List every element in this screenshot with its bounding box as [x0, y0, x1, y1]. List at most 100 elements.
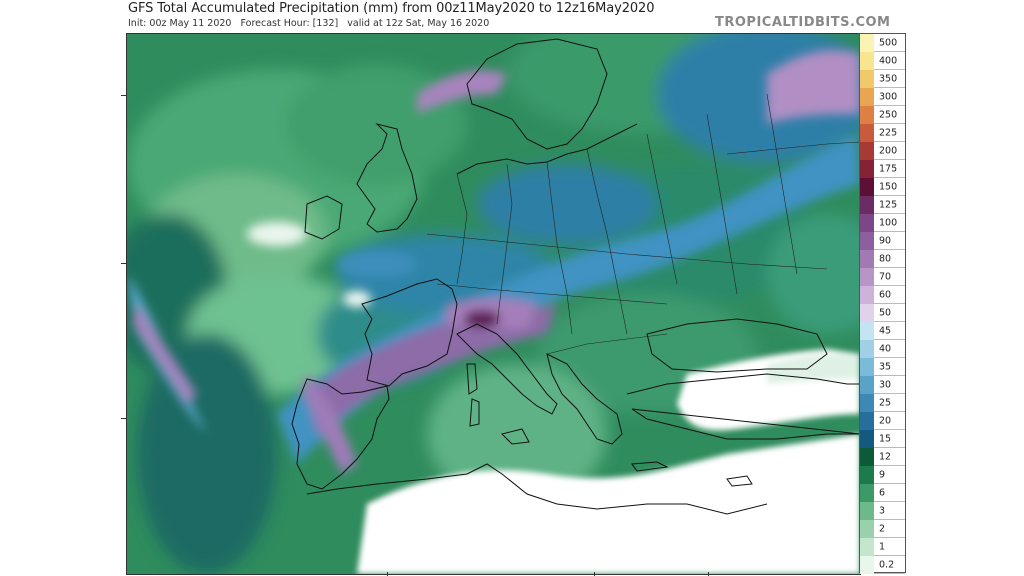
colorbar-divider [874, 177, 905, 178]
colorbar-swatch [860, 106, 874, 124]
colorbar-swatch [860, 250, 874, 268]
country-borders [426, 93, 860, 355]
colorbar-divider [874, 51, 905, 52]
colorbar-swatch [860, 52, 874, 70]
colorbar-label: 9 [879, 469, 886, 481]
colorbar-level: 3 [860, 502, 905, 520]
colorbar-swatch [860, 376, 874, 394]
colorbar-level: 9 [860, 466, 905, 484]
colorbar-divider [874, 195, 905, 196]
colorbar-level: 15 [860, 430, 905, 448]
chart-subtitle: Init: 00z May 11 2020 Forecast Hour: [13… [128, 18, 490, 29]
axis-tick [121, 418, 126, 419]
colorbar-label: 12 [879, 451, 892, 463]
colorbar-swatch [860, 340, 874, 358]
axis-tick [594, 572, 595, 576]
brand-watermark: TROPICALTIDBITS.COM [715, 15, 891, 30]
chart-title: GFS Total Accumulated Precipitation (mm)… [128, 1, 655, 16]
colorbar-divider [874, 159, 905, 160]
colorbar-divider [874, 339, 905, 340]
colorbar-divider [874, 231, 905, 232]
colorbar-swatch [860, 214, 874, 232]
colorbar-swatch [860, 502, 874, 520]
colorbar-swatch [860, 70, 874, 88]
colorbar-level: 200 [860, 142, 905, 160]
colorbar-level: 100 [860, 214, 905, 232]
colorbar-legend: 500 400 350 300 250 225 200 175 150 125 100 90 80 70 6… [859, 33, 906, 574]
colorbar-level: 0.2 [860, 556, 905, 574]
colorbar-divider [874, 375, 905, 376]
colorbar-swatch [860, 142, 874, 160]
colorbar-swatch [860, 322, 874, 340]
colorbar-swatch [860, 304, 874, 322]
axis-tick [708, 572, 709, 576]
colorbar-level: 20 [860, 412, 905, 430]
colorbar-level: 35 [860, 358, 905, 376]
colorbar-swatch [860, 358, 874, 376]
precip-field-bands [127, 50, 860, 474]
colorbar-divider [874, 393, 905, 394]
colorbar-label: 40 [879, 343, 892, 355]
axis-tick [387, 572, 388, 576]
colorbar-level: 1 [860, 538, 905, 556]
colorbar-level: 25 [860, 394, 905, 412]
colorbar-swatch [860, 160, 874, 178]
colorbar-swatch [860, 286, 874, 304]
axis-tick [121, 263, 126, 264]
colorbar-level: 70 [860, 268, 905, 286]
colorbar-divider [874, 411, 905, 412]
colorbar-label: 225 [879, 127, 898, 139]
colorbar-level: 300 [860, 88, 905, 106]
colorbar-divider [874, 447, 905, 448]
colorbar-swatch [860, 466, 874, 484]
colorbar-label: 90 [879, 235, 892, 247]
colorbar-divider [874, 501, 905, 502]
colorbar-level: 150 [860, 178, 905, 196]
colorbar-label: 15 [879, 433, 892, 445]
colorbar-level: 400 [860, 52, 905, 70]
colorbar-divider [874, 87, 905, 88]
map-canvas [127, 34, 860, 574]
colorbar-label: 400 [879, 55, 898, 67]
colorbar-level: 90 [860, 232, 905, 250]
colorbar-label: 70 [879, 271, 892, 283]
colorbar-level: 80 [860, 250, 905, 268]
colorbar-label: 250 [879, 109, 898, 121]
colorbar-swatch [860, 430, 874, 448]
colorbar-divider [874, 123, 905, 124]
colorbar-swatch [860, 448, 874, 466]
colorbar-label: 25 [879, 397, 892, 409]
colorbar-divider [874, 519, 905, 520]
colorbar-divider [874, 483, 905, 484]
colorbar-label: 3 [879, 505, 886, 517]
colorbar-label: 175 [879, 163, 898, 175]
colorbar-label: 6 [879, 487, 886, 499]
colorbar-divider [874, 357, 905, 358]
colorbar-divider [874, 285, 905, 286]
colorbar-swatch [860, 556, 874, 574]
colorbar-swatch [860, 88, 874, 106]
colorbar-level: 6 [860, 484, 905, 502]
colorbar-swatch [860, 394, 874, 412]
colorbar-divider [874, 555, 905, 556]
colorbar-label: 35 [879, 361, 892, 373]
colorbar-level: 60 [860, 286, 905, 304]
colorbar-swatch [860, 412, 874, 430]
colorbar-divider [874, 69, 905, 70]
colorbar-level: 2 [860, 520, 905, 538]
precipitation-map[interactable] [126, 33, 861, 575]
colorbar-level: 500 [860, 34, 905, 52]
colorbar-label: 60 [879, 289, 892, 301]
colorbar-swatch [860, 124, 874, 142]
colorbar-divider [874, 267, 905, 268]
axis-tick [121, 95, 126, 96]
colorbar-level: 12 [860, 448, 905, 466]
colorbar-level: 30 [860, 376, 905, 394]
colorbar-divider [874, 213, 905, 214]
colorbar-swatch [860, 538, 874, 556]
colorbar-swatch [860, 196, 874, 214]
colorbar-divider [874, 105, 905, 106]
colorbar-swatch [860, 520, 874, 538]
colorbar-swatch [860, 232, 874, 250]
colorbar-label: 30 [879, 379, 892, 391]
